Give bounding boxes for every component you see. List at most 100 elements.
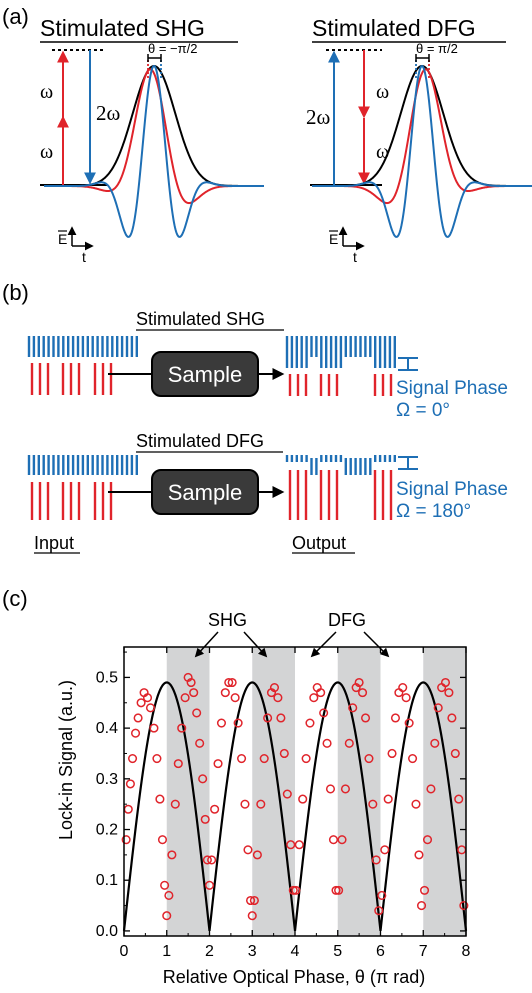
data-point <box>331 885 341 895</box>
output-label: Output <box>292 533 346 553</box>
shg-signal-phase-label: Signal Phase <box>396 378 508 399</box>
dfg-sample-label: Sample <box>168 480 243 505</box>
y-tick-label: 0.5 <box>96 669 118 686</box>
data-point <box>383 794 393 804</box>
shg-red-field-curve <box>44 68 264 205</box>
data-point <box>192 708 202 718</box>
x-tick-label: 2 <box>205 943 214 960</box>
dfg-axes: E t <box>329 226 365 265</box>
x-tick-label: 3 <box>248 943 257 960</box>
data-point <box>128 753 138 764</box>
annotation-dfg-arrow-right <box>363 631 390 658</box>
data-point <box>263 713 273 723</box>
data-point <box>249 895 259 906</box>
dfg-output-red-pulse-train <box>288 470 393 520</box>
data-point <box>401 693 411 703</box>
data-point <box>390 713 401 723</box>
shg-axis-e-label: E <box>58 231 67 247</box>
data-point <box>294 840 304 850</box>
shg-blue-field-curve <box>44 64 264 238</box>
data-point <box>368 799 378 809</box>
data-point <box>227 677 237 688</box>
x-tick-label: 4 <box>291 943 300 960</box>
shg-theta-label: θ = −π/2 <box>148 41 197 56</box>
data-point <box>273 693 283 703</box>
dfg-two-omega: 2ω <box>306 105 330 129</box>
data-point <box>305 718 315 728</box>
x-tick-label: 1 <box>162 943 171 960</box>
data-point <box>210 804 220 814</box>
shg-sample-label: Sample <box>168 362 243 387</box>
data-point <box>195 738 205 748</box>
data-point <box>414 850 424 860</box>
data-point <box>240 799 250 809</box>
data-point <box>374 906 384 916</box>
annotation-dfg-arrow-left <box>310 631 337 658</box>
data-point <box>408 753 418 764</box>
data-point <box>230 693 240 703</box>
data-point <box>419 885 430 895</box>
data-point <box>189 688 199 698</box>
data-point <box>322 738 332 748</box>
y-tick-label: 0.0 <box>96 923 118 940</box>
data-point <box>364 753 374 764</box>
data-point <box>433 703 443 713</box>
x-tick-label: 6 <box>376 943 385 960</box>
data-point <box>316 688 326 698</box>
dfg-axis-t-label: t <box>353 249 357 265</box>
data-point <box>411 799 421 809</box>
data-point <box>177 723 187 733</box>
dfg-energy-diagram: 2ω ω ω <box>306 49 389 186</box>
data-point <box>440 677 451 688</box>
data-point <box>319 708 329 718</box>
data-point <box>325 784 336 794</box>
data-point <box>198 774 208 784</box>
data-point <box>243 845 253 855</box>
shg-omega-top: ω <box>40 81 53 103</box>
data-point <box>276 713 286 723</box>
b-dfg-title: Stimulated DFG <box>136 431 264 451</box>
data-point <box>371 855 381 865</box>
data-point <box>279 748 289 759</box>
dfg-pulses: θ = π/2 <box>312 41 532 238</box>
x-tick-label: 7 <box>419 943 428 960</box>
dfg-input-blue-pulse-train <box>27 455 139 475</box>
data-point <box>380 845 390 855</box>
data-point <box>416 901 427 911</box>
shg-envelope-curve <box>44 65 264 187</box>
data-point <box>334 885 344 895</box>
data-point <box>162 911 172 921</box>
shg-axis-t-label: t <box>82 249 86 265</box>
data-point <box>340 784 350 794</box>
data-point <box>233 718 243 728</box>
panel-a-label: (a) <box>2 4 29 29</box>
shg-output-red-pulse-train <box>288 374 393 396</box>
data-point <box>357 688 368 698</box>
data-point <box>245 895 256 906</box>
data-point <box>152 753 162 764</box>
data-point <box>207 855 217 865</box>
annotation-dfg: DFG <box>328 610 366 630</box>
lock-in-chart: 0 1 2 3 4 5 6 7 8 0.0 0.1 0.2 0.3 0.4 0.5 <box>96 646 471 960</box>
dfg-axis-e-label: E <box>329 231 338 247</box>
dfg-omega-top: ω <box>376 81 389 103</box>
data-point <box>450 748 460 759</box>
shg-energy-diagram: ω ω 2ω <box>40 49 120 186</box>
shg-two-omega: 2ω <box>96 101 120 125</box>
dfg-signal-phase-label: Signal Phase <box>396 479 508 500</box>
annotation-shg-arrow-right <box>243 631 268 658</box>
data-point <box>377 890 387 900</box>
data-point <box>454 794 464 804</box>
dfg-theta-label: θ = π/2 <box>416 41 458 56</box>
data-point <box>344 738 354 748</box>
data-point <box>444 688 454 698</box>
data-point <box>170 799 180 809</box>
data-point <box>204 880 215 890</box>
data-point <box>149 723 159 733</box>
y-tick-label: 0.3 <box>96 771 118 788</box>
panel-b: (b) Stimulated SHG Sample Signal Phase Ω… <box>2 280 508 554</box>
shg-title: Stimulated SHG <box>40 15 205 41</box>
data-point <box>337 835 347 845</box>
x-tick-label: 5 <box>333 943 342 960</box>
data-point <box>123 804 133 814</box>
